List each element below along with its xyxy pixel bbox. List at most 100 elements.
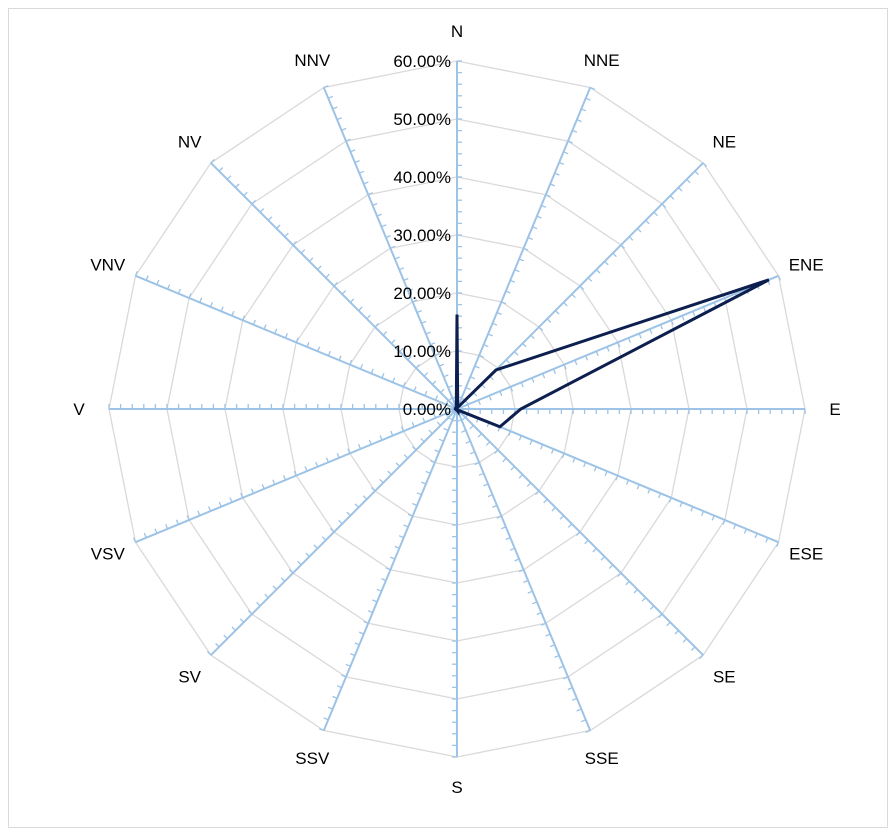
axis-minor-tick [350, 654, 355, 656]
axis-minor-tick [425, 391, 427, 396]
axis-minor-tick [333, 107, 338, 109]
category-label: NNE [584, 51, 620, 70]
axis-minor-tick [586, 98, 591, 100]
axis-minor-tick [577, 120, 582, 122]
axis-minor-tick [537, 613, 542, 615]
axis-minor-tick [275, 329, 277, 334]
axis-minor-tick [264, 325, 266, 330]
axis-minor-tick [347, 512, 351, 516]
axis-minor-tick [506, 360, 510, 364]
axis-minor-tick [319, 729, 324, 731]
axis-minor-tick [572, 698, 577, 700]
axis-minor-tick [607, 347, 609, 352]
axis-minor-tick [369, 440, 371, 445]
axis-minor-tick [590, 88, 595, 90]
axis-minor-tick [680, 502, 682, 507]
radial-tick-label: 20.00% [393, 284, 451, 303]
axis-minor-tick [382, 225, 387, 227]
axis-minor-tick [333, 696, 338, 698]
axis-minor-tick [316, 462, 318, 467]
axis-minor-tick [475, 366, 480, 368]
axis-minor-tick [178, 289, 180, 294]
axis-minor-tick [368, 611, 373, 613]
axis-minor-tick [693, 311, 695, 316]
axis-minor-tick [380, 479, 384, 483]
axis-minor-tick [359, 444, 361, 449]
axis-minor-tick [537, 216, 542, 218]
axis-minor-tick [572, 294, 576, 298]
axis-minor-tick [364, 621, 369, 623]
axis-minor-tick [166, 524, 168, 529]
radial-tick-label: 10.00% [393, 342, 451, 361]
axis-minor-tick [484, 345, 489, 347]
axis-spoke [136, 409, 458, 542]
axis-minor-tick [470, 425, 474, 429]
axis-minor-tick [510, 548, 515, 550]
axis-minor-tick [627, 480, 629, 485]
axis-minor-tick [639, 334, 641, 339]
category-label: NNV [294, 51, 331, 70]
axis-minor-tick [626, 581, 630, 585]
axis-minor-tick [386, 568, 391, 570]
axis-minor-tick [277, 225, 281, 229]
axis-minor-tick [430, 461, 435, 463]
axis-minor-tick [704, 307, 706, 312]
axis-minor-tick [511, 466, 515, 470]
axis-minor-tick [654, 212, 658, 216]
axis-minor-tick [318, 266, 322, 270]
axis-minor-tick [568, 524, 572, 528]
axis-minor-tick [484, 484, 489, 486]
axis-minor-tick [377, 214, 382, 216]
axis-minor-tick [500, 391, 502, 396]
axis-minor-tick [466, 441, 471, 443]
axis-minor-tick [227, 176, 231, 180]
axis-minor-tick [399, 536, 404, 538]
axis-minor-tick [339, 356, 341, 361]
axis-minor-tick [432, 381, 436, 385]
axis-minor-tick [650, 606, 654, 610]
axis-minor-tick [306, 553, 310, 557]
axis-minor-tick [596, 270, 600, 274]
axis-minor-tick [399, 268, 404, 270]
axis-minor-tick [470, 452, 475, 454]
axis-minor-tick [444, 375, 449, 377]
axis-minor-tick [439, 439, 444, 441]
axis-minor-tick [396, 463, 400, 467]
axis-minor-tick [435, 450, 440, 452]
axis-minor-tick [176, 520, 178, 525]
axis-minor-tick [219, 502, 221, 507]
axis-minor-tick [493, 323, 498, 325]
axis-minor-tick [286, 333, 288, 338]
axis-minor-tick [691, 647, 695, 651]
axis-minor-tick [404, 525, 409, 527]
axis-minor-tick [559, 163, 564, 165]
axis-minor-tick [478, 400, 480, 405]
axis-minor-tick [318, 347, 320, 352]
radial-tick-label: 40.00% [393, 168, 451, 187]
axis-minor-tick [383, 332, 387, 336]
axis-minor-tick [216, 643, 220, 647]
axis-minor-tick [285, 233, 289, 237]
axis-minor-tick [307, 342, 309, 347]
axis-minor-tick [638, 229, 642, 233]
axis-minor-tick [588, 278, 592, 282]
axis-minor-tick [683, 639, 687, 643]
axis-minor-tick [359, 171, 364, 173]
axis-minor-tick [555, 656, 560, 658]
axis-minor-tick [667, 622, 671, 626]
category-label: N [451, 22, 463, 41]
axis-minor-tick [712, 516, 714, 521]
axis-minor-tick [497, 313, 502, 315]
axis-minor-tick [342, 128, 347, 130]
axis-minor-tick [346, 664, 351, 666]
axis-minor-tick [200, 298, 202, 303]
axis-minor-tick [581, 720, 586, 722]
axis-minor-tick [506, 291, 511, 293]
axis-minor-tick [386, 236, 391, 238]
axis-minor-tick [426, 471, 431, 473]
axis-minor-tick [395, 257, 400, 259]
axis-minor-tick [568, 688, 573, 690]
category-label: SSV [295, 749, 330, 768]
axis-minor-tick [585, 540, 589, 544]
axis-minor-tick [596, 351, 598, 356]
